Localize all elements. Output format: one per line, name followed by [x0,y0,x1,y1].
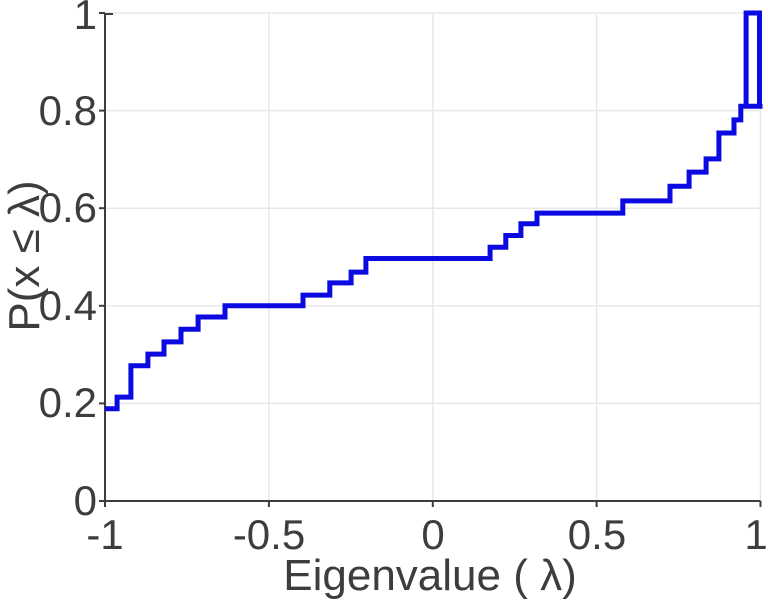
axes-spines-and-ticks [99,12,762,507]
gridlines [105,12,762,501]
x-tick-label-0-5: 0.5 [567,511,627,558]
x-tick-label-0: 0 [421,511,445,558]
x-tick-label-neg1: -1 [86,511,124,558]
y-tick-label-0-6: 0.6 [38,184,97,231]
x-tick-label-neg0-5: -0.5 [232,511,306,558]
ecdf-step-curve [105,10,763,412]
y-tick-label-0-8: 0.8 [38,87,97,134]
y-tick-label-0-2: 0.2 [38,379,97,426]
x-tick-label-1: 1 [744,511,768,558]
y-tick-label-1: 1 [73,0,97,38]
y-axis-label: P(x ≤ λ) [0,180,49,332]
x-axis-label: Eigenvalue ( λ) [283,551,577,600]
y-tick-label-0: 0 [73,477,97,524]
y-tick-label-0-4: 0.4 [38,282,97,329]
